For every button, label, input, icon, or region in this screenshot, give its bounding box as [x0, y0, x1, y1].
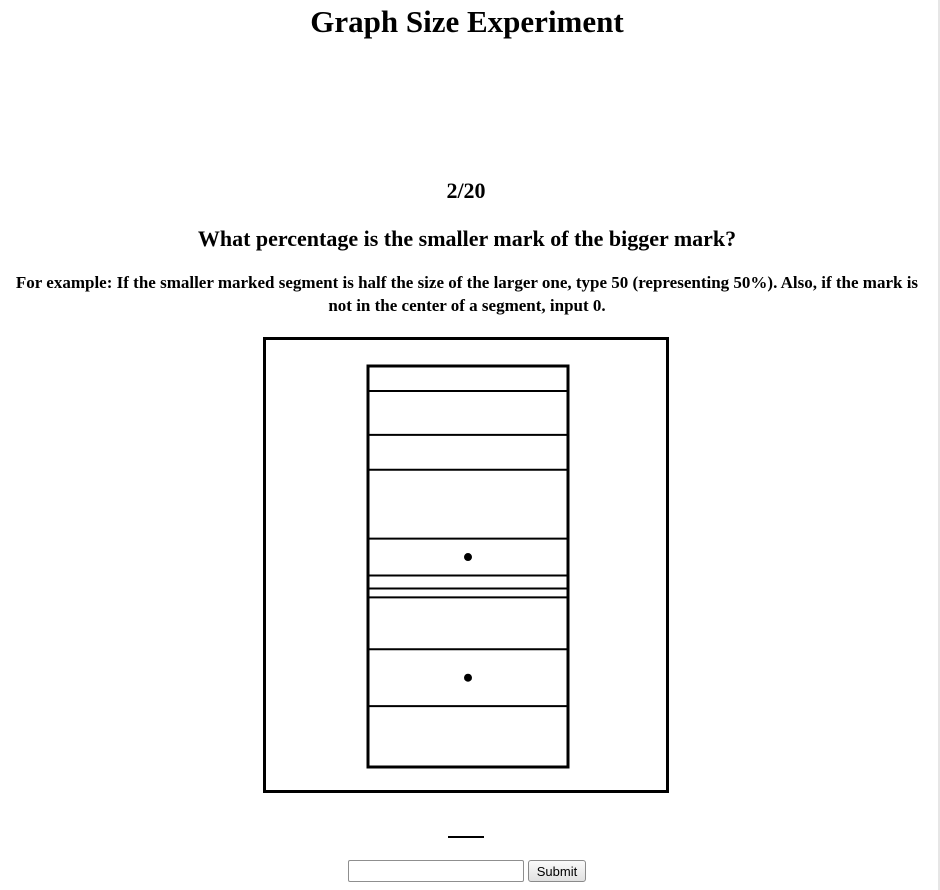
stimulus-figure — [263, 337, 669, 793]
answer-input[interactable] — [348, 860, 524, 882]
segment-mark-dot — [464, 553, 472, 562]
submit-button[interactable]: Submit — [528, 860, 586, 882]
scrollbar[interactable] — [938, 0, 940, 890]
trial-counter: 2/20 — [446, 178, 486, 203]
page-title: Graph Size Experiment — [310, 4, 624, 39]
question-text: What percentage is the smaller mark of t… — [197, 226, 737, 251]
stacked-bar-chart — [366, 364, 570, 769]
segment-mark-dot — [464, 673, 472, 682]
bar-outline — [366, 364, 570, 769]
divider-line — [448, 836, 484, 838]
instructions-text: For example: If the smaller marked segme… — [15, 273, 919, 315]
